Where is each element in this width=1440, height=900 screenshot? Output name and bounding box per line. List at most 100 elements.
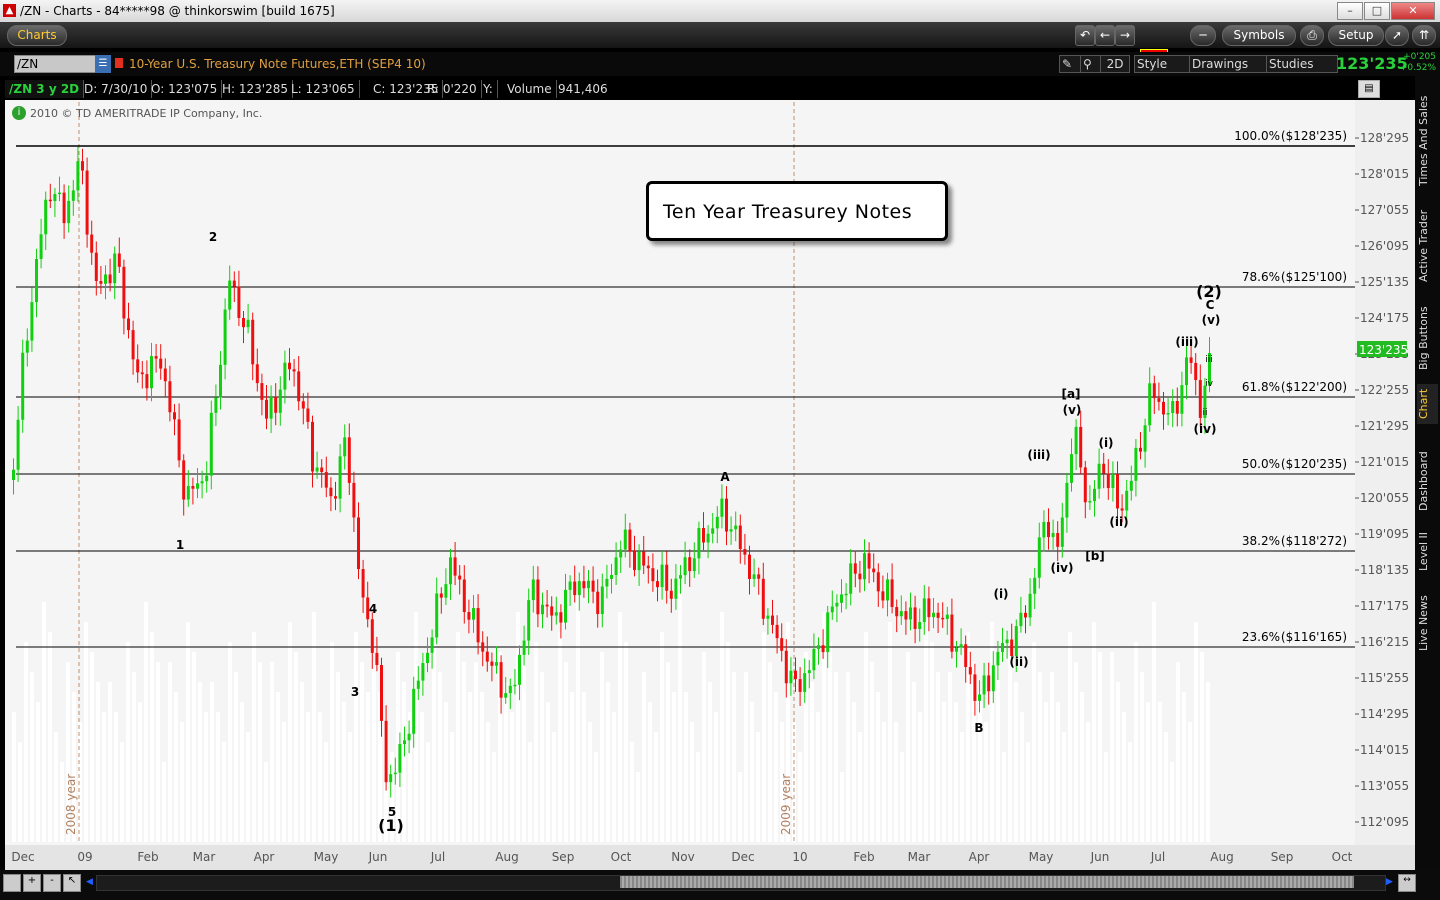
volume-bar	[654, 732, 658, 842]
forward-icon[interactable]: →	[1115, 25, 1135, 46]
tab-chart[interactable]: Chart	[1417, 384, 1438, 424]
volume-bar	[738, 772, 742, 842]
volume-bar	[690, 722, 694, 842]
candle-body	[150, 356, 153, 389]
candle-body	[679, 575, 682, 579]
link-icon[interactable]: ─	[1190, 25, 1216, 46]
collapse-icon[interactable]: ⇈	[1412, 25, 1436, 46]
info-icon[interactable]: i	[12, 106, 26, 120]
close-button[interactable]: ✕	[1391, 2, 1435, 20]
candle-body	[1070, 454, 1073, 483]
candle-body	[1065, 482, 1069, 518]
volume-bar	[1026, 742, 1030, 842]
candle-body	[858, 573, 862, 580]
minimize-button[interactable]: –	[1337, 2, 1363, 20]
tab-dashboard[interactable]: Dashboard	[1417, 451, 1430, 512]
studies-button[interactable]: Studies	[1266, 55, 1338, 73]
candle-body	[1019, 612, 1023, 627]
candle-body	[752, 574, 756, 580]
candle-body	[771, 615, 774, 625]
chart-settings-icon[interactable]: ▤	[1358, 80, 1380, 98]
candle-body	[683, 557, 687, 576]
setup-button[interactable]: Setup	[1328, 25, 1384, 46]
fib-level-percent: 61.8%	[1242, 380, 1280, 394]
back-icon[interactable]: ←	[1095, 25, 1115, 46]
grid-icon[interactable]	[3, 874, 21, 892]
info-strip	[5, 80, 1355, 98]
zoom-in-icon[interactable]: +	[23, 874, 41, 892]
timeframe-selector[interactable]: 2D	[1100, 55, 1130, 73]
candle-body	[458, 575, 462, 580]
candle-body	[449, 557, 452, 585]
candle-body	[821, 645, 825, 653]
volume-bar	[834, 672, 838, 842]
candle-body	[504, 693, 508, 698]
candle-body	[950, 614, 954, 652]
price-tick-label: 125'135	[1360, 275, 1409, 289]
volume-bar	[204, 712, 208, 842]
candle-body	[12, 469, 15, 480]
volume-bar	[984, 722, 988, 842]
volume-bar	[426, 742, 430, 842]
candle-body	[1056, 532, 1060, 547]
scroll-right-icon[interactable]: ▶	[1386, 877, 1393, 887]
candle-body	[959, 644, 963, 648]
volume-bar	[408, 712, 412, 842]
volume-bar	[672, 692, 676, 842]
volume-bar	[924, 612, 928, 842]
candle-body	[274, 396, 278, 413]
candle-body	[228, 280, 232, 310]
candle-body	[766, 615, 770, 619]
charts-tab[interactable]: Charts	[7, 25, 67, 46]
candle-body	[794, 670, 797, 680]
volume-bar	[288, 622, 292, 842]
drawings-button[interactable]: Drawings	[1189, 55, 1267, 73]
volume-bar	[720, 612, 724, 842]
candle-body	[472, 608, 475, 620]
volume-bar	[144, 602, 148, 842]
main-toolbar: Charts ↶ ← → ─ Symbols ⎙ Setup ➚ ⇈	[0, 22, 1440, 65]
date-tick-label: Sep	[552, 850, 575, 864]
scroll-thumb[interactable]	[620, 876, 1354, 888]
volume-bar	[774, 692, 778, 842]
pin-icon[interactable]: ➚	[1385, 25, 1409, 46]
tab-level-ii[interactable]: Level II	[1417, 531, 1430, 571]
fib-level-price: ($118'272)	[1281, 534, 1347, 548]
maximize-button[interactable]: □	[1364, 2, 1390, 20]
volume-bar	[1056, 702, 1060, 842]
print-icon[interactable]: ⎙	[1300, 25, 1324, 46]
candle-body	[982, 675, 986, 695]
volume-bar	[1146, 702, 1150, 842]
volume-bar	[1044, 702, 1048, 842]
volume-bar	[78, 722, 82, 842]
candle-body	[35, 259, 38, 303]
candle-body	[729, 529, 733, 532]
price-axis[interactable]	[1355, 100, 1415, 845]
tab-live-news[interactable]: Live News	[1417, 595, 1430, 652]
price-tick-label: 113'055	[1360, 779, 1409, 793]
volume-bar	[222, 742, 226, 842]
info-low: L: 123'065	[287, 80, 360, 98]
undo-icon[interactable]: ↶	[1075, 25, 1095, 46]
candle-body	[725, 498, 728, 532]
candle-body	[416, 680, 420, 689]
candle-body	[25, 340, 29, 353]
candle-body	[191, 486, 195, 489]
symbols-button[interactable]: Symbols	[1222, 25, 1296, 46]
scroll-left-icon[interactable]: ◀	[86, 877, 93, 887]
tab-active-trader[interactable]: Active Trader	[1417, 209, 1430, 283]
expand-icon[interactable]: ↔	[1398, 874, 1416, 892]
symbol-lookup-icon[interactable]: ☰	[95, 55, 111, 73]
volume-bar	[1062, 732, 1066, 842]
app-icon: ▲	[3, 4, 16, 17]
zoom-out-icon[interactable]: -	[43, 874, 61, 892]
volume-bar	[696, 752, 700, 842]
date-axis[interactable]	[5, 845, 1415, 870]
candle-body	[835, 602, 839, 607]
annotation-box[interactable]: Ten Year Treasurey Notes	[646, 181, 948, 241]
tab-times-and-sales[interactable]: Times And Sales	[1417, 95, 1430, 187]
candle-body	[789, 670, 793, 684]
tab-big-buttons[interactable]: Big Buttons	[1417, 306, 1430, 370]
pointer-icon[interactable]: ↖	[63, 874, 81, 892]
volume-bar	[870, 662, 874, 842]
